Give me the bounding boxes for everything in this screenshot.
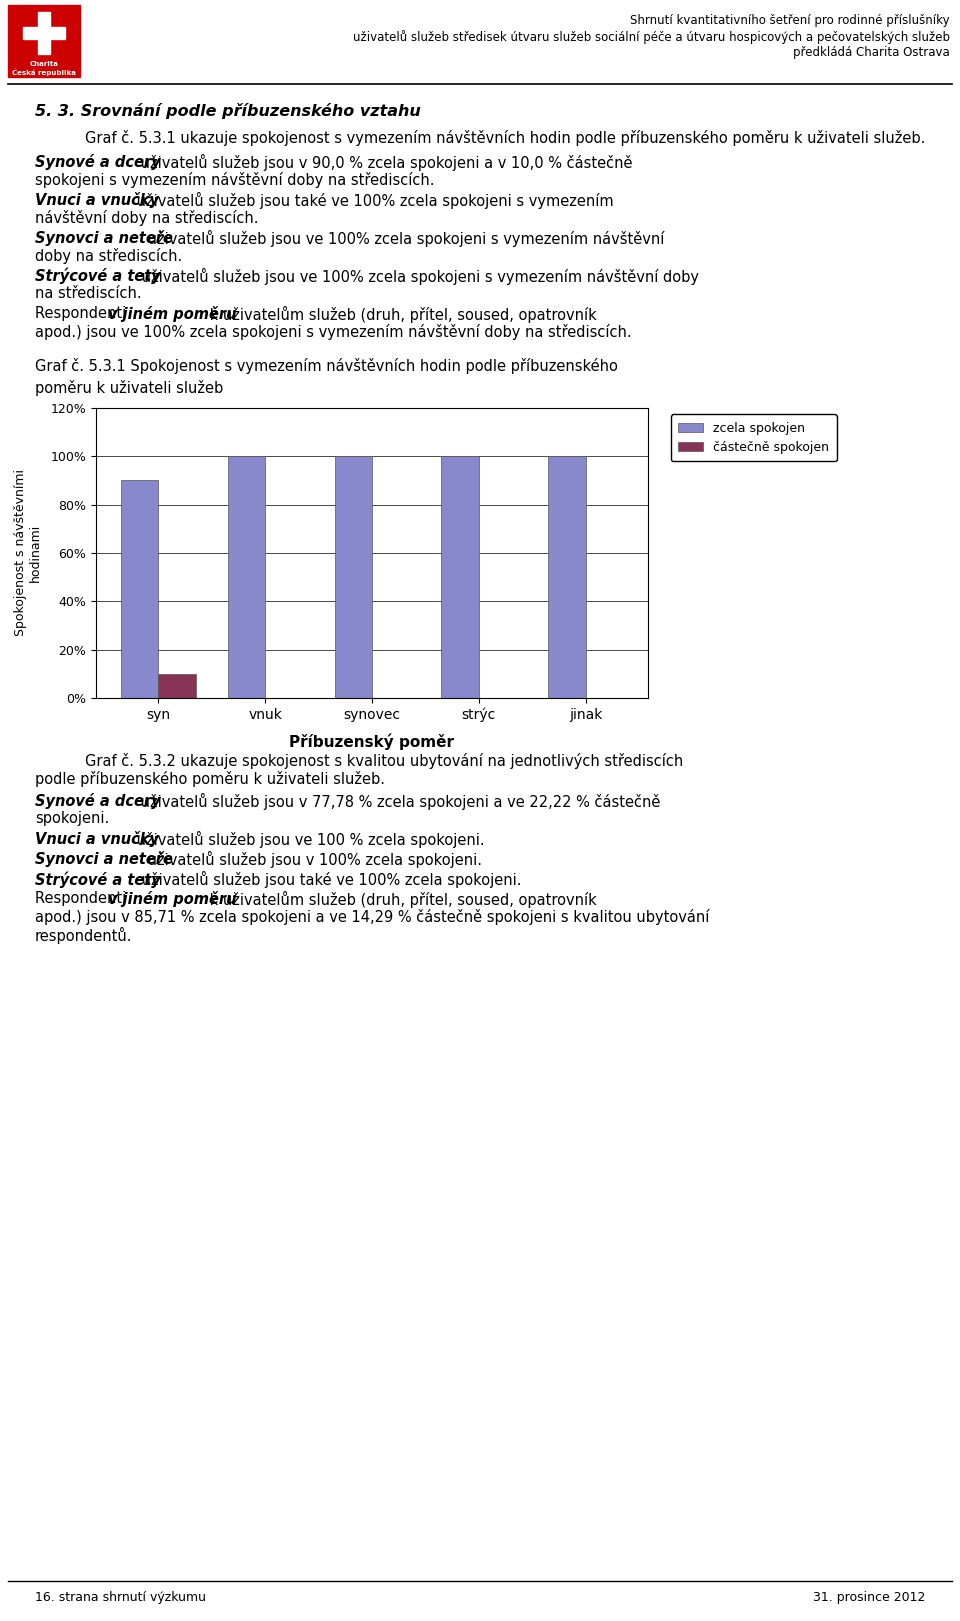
Text: předkládá Charita Ostrava: předkládá Charita Ostrava (793, 45, 950, 58)
Bar (335, 457, 372, 699)
Text: uživatelů služeb jsou také ve 100% zcela spokojeni.: uživatelů služeb jsou také ve 100% zcela… (137, 870, 521, 888)
Text: uživatelů služeb středisek útvaru služeb sociální péče a útvaru hospicových a pe: uživatelů služeb středisek útvaru služeb… (353, 31, 950, 44)
Text: uživatelů služeb jsou ve 100 % zcela spokojeni.: uživatelů služeb jsou ve 100 % zcela spo… (132, 832, 485, 848)
Text: Synovci a neteře: Synovci a neteře (35, 230, 173, 246)
Bar (121, 480, 158, 699)
Bar (158, 674, 196, 699)
Text: Graf č. 5.3.1 ukazuje spokojenost s vymezením návštěvních hodin podle příbuzensk: Graf č. 5.3.1 ukazuje spokojenost s vyme… (85, 130, 925, 146)
Text: Synové a dcery: Synové a dcery (35, 154, 160, 170)
Text: na střediscích.: na střediscích. (35, 285, 142, 302)
Bar (228, 457, 265, 699)
Text: návštěvní doby na střediscích.: návštěvní doby na střediscích. (35, 211, 258, 225)
Text: uživatelů služeb jsou v 100% zcela spokojeni.: uživatelů služeb jsou v 100% zcela spoko… (143, 851, 482, 867)
Bar (442, 457, 479, 699)
Text: uživatelů služeb jsou ve 100% zcela spokojeni s vymezením návštěvní: uživatelů služeb jsou ve 100% zcela spok… (143, 230, 664, 246)
Legend: zcela spokojen, částečně spokojen: zcela spokojen, částečně spokojen (671, 415, 837, 462)
Text: spokojeni s vymezením návštěvní doby na střediscích.: spokojeni s vymezením návštěvní doby na … (35, 172, 435, 188)
Text: uživatelů služeb jsou v 90,0 % zcela spokojeni a v 10,0 % částečně: uživatelů služeb jsou v 90,0 % zcela spo… (136, 154, 633, 172)
Text: Graf č. 5.3.2 ukazuje spokojenost s kvalitou ubytování na jednotlivých střediscí: Graf č. 5.3.2 ukazuje spokojenost s kval… (85, 754, 684, 768)
Text: Synovci a neteře: Synovci a neteře (35, 851, 173, 867)
Bar (8, 5, 80, 78)
Text: Vnuci a vnučky: Vnuci a vnučky (35, 191, 159, 207)
Text: uživatelů služeb jsou v 77,78 % zcela spokojeni a ve 22,22 % částečně: uživatelů služeb jsou v 77,78 % zcela sp… (136, 793, 660, 810)
Text: Strýcové a tety: Strýcové a tety (35, 870, 160, 888)
Text: k uživatelům služeb (druh, přítel, soused, opatrovník: k uživatelům služeb (druh, přítel, souse… (205, 892, 597, 908)
Text: v jiném poměru: v jiném poměru (108, 892, 236, 908)
Text: 31. prosince 2012: 31. prosince 2012 (812, 1590, 925, 1605)
Text: Graf č. 5.3.1 Spokojenost s vymezením návštěvních hodin podle příbuzenského
pomě: Graf č. 5.3.1 Spokojenost s vymezením ná… (35, 358, 618, 397)
Text: v jiném poměru: v jiném poměru (108, 306, 236, 323)
Text: uživatelů služeb jsou také ve 100% zcela spokojeni s vymezením: uživatelů služeb jsou také ve 100% zcela… (132, 191, 613, 209)
Text: Respondenti: Respondenti (35, 306, 131, 321)
Text: uživatelů služeb jsou ve 100% zcela spokojeni s vymezením návštěvní doby: uživatelů služeb jsou ve 100% zcela spok… (137, 267, 699, 285)
Text: 16. strana shrnutí výzkumu: 16. strana shrnutí výzkumu (35, 1590, 206, 1605)
Text: apod.) jsou ve 100% zcela spokojeni s vymezením návštěvní doby na střediscích.: apod.) jsou ve 100% zcela spokojeni s vy… (35, 324, 632, 340)
Bar (38, 11, 50, 53)
Y-axis label: Spokojenost s návštěvními
hodinami: Spokojenost s návštěvními hodinami (14, 470, 42, 637)
Text: Respondenti: Respondenti (35, 892, 131, 906)
Text: spokojeni.: spokojeni. (35, 810, 109, 827)
X-axis label: Příbuzenský poměr: Příbuzenský poměr (290, 733, 454, 751)
Text: 5. 3. Srovnání podle příbuzenského vztahu: 5. 3. Srovnání podle příbuzenského vztah… (35, 104, 420, 118)
Text: respondentů.: respondentů. (35, 927, 132, 943)
Bar (23, 28, 65, 39)
Text: Shrnutí kvantitativního šetření pro rodinné příslušníky: Shrnutí kvantitativního šetření pro rodi… (631, 15, 950, 28)
Text: apod.) jsou v 85,71 % zcela spokojeni a ve 14,29 % částečně spokojeni s kvalitou: apod.) jsou v 85,71 % zcela spokojeni a … (35, 909, 709, 926)
Text: Charita
Česká republika: Charita Česká republika (12, 62, 76, 76)
Text: Synové a dcery: Synové a dcery (35, 793, 160, 809)
Text: Strýcové a tety: Strýcové a tety (35, 267, 160, 285)
Text: Vnuci a vnučky: Vnuci a vnučky (35, 832, 159, 848)
Text: podle příbuzenského poměru k uživateli služeb.: podle příbuzenského poměru k uživateli s… (35, 772, 385, 788)
Text: k uživatelům služeb (druh, přítel, soused, opatrovník: k uživatelům služeb (druh, přítel, souse… (205, 306, 597, 323)
Bar (548, 457, 586, 699)
Text: doby na střediscích.: doby na střediscích. (35, 248, 182, 264)
